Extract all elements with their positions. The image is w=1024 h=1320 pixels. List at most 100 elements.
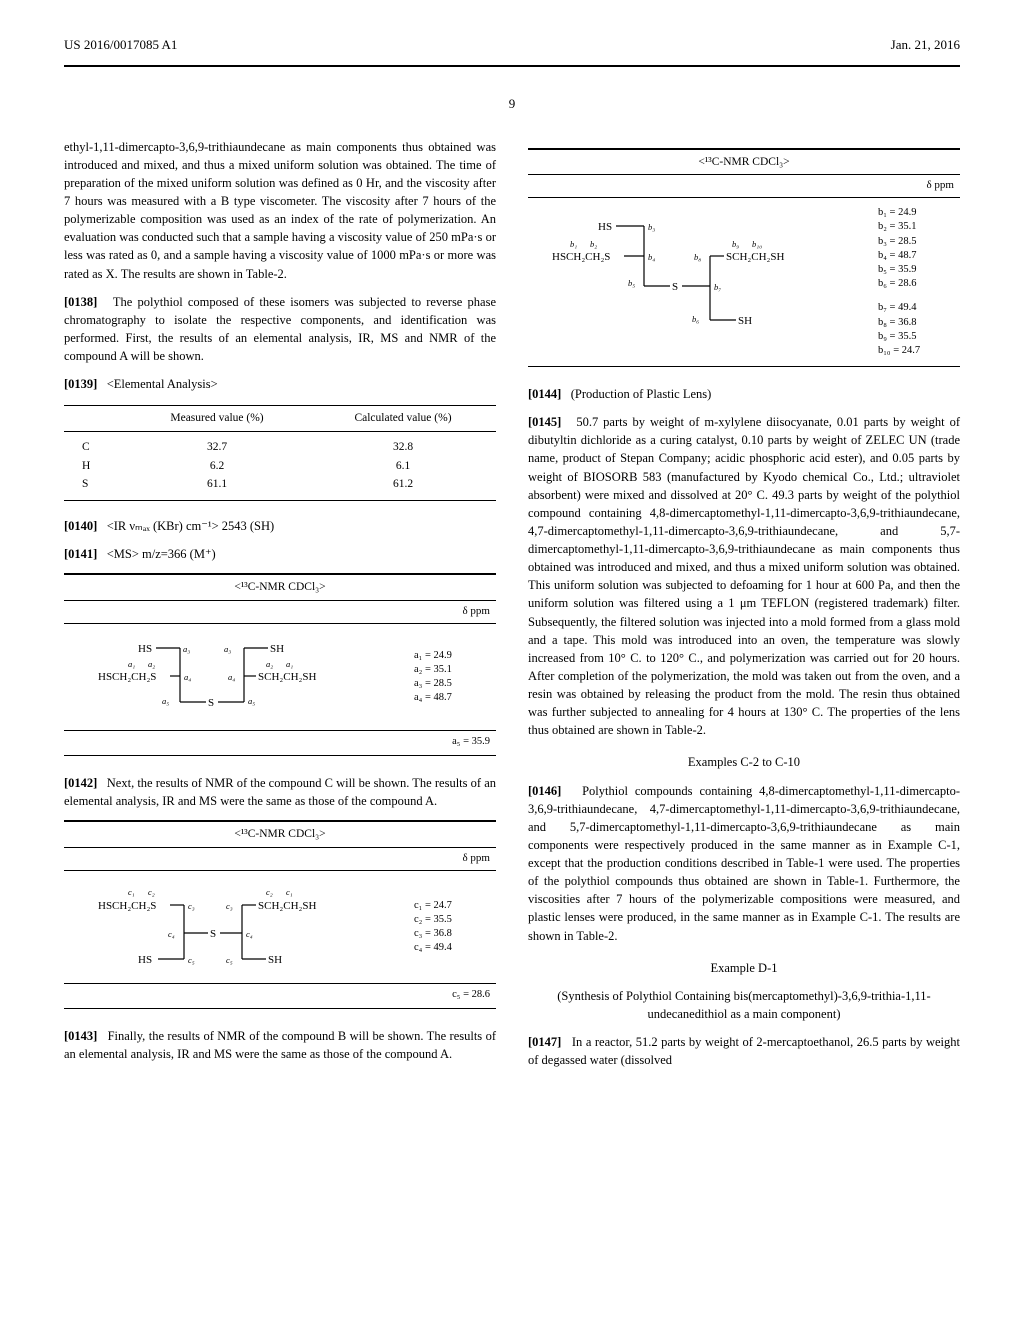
nmr-foot-a: a₅ = 35.9: [64, 731, 496, 755]
nmr-table-compound-c: <¹³C-NMR CDCl₃> δ ppm c₁c₂ HSCH₂CH₂S c₃ …: [64, 820, 496, 1009]
para-text: <MS> m/z=366 (M⁺): [107, 547, 216, 561]
structure-diagram-a: HS a₃ a₁a₂ HSCH₂CH₂S a₄ a₅ S a₅: [68, 632, 408, 722]
th-calculated: Calculated value (%): [310, 410, 496, 427]
para-0142: [0142] Next, the results of NMR of the c…: [64, 774, 496, 810]
para-num: [0142]: [64, 776, 97, 790]
svg-text:c₃: c₃: [188, 901, 195, 911]
para-num: [0147]: [528, 1035, 561, 1049]
nmr-table-compound-a: <¹³C-NMR CDCl₃> δ ppm HS a₃ a₁a₂ HSCH₂CH…: [64, 573, 496, 756]
para-num: [0145]: [528, 415, 561, 429]
spacer: [878, 291, 956, 301]
nmr-line: b₁ = 24.9: [878, 206, 956, 220]
right-column: <¹³C-NMR CDCl₃> δ ppm HS b₃ b₁b₂ HSCH₂CH…: [528, 138, 960, 1080]
cell-el: H: [64, 458, 124, 475]
nmr-table-compound-b: <¹³C-NMR CDCl₃> δ ppm HS b₃ b₁b₂ HSCH₂CH…: [528, 148, 960, 367]
para-num: [0146]: [528, 784, 561, 798]
nmr-line: b₄ = 48.7: [878, 249, 956, 263]
nmr-foot-c: c₅ = 28.6: [64, 984, 496, 1008]
nmr-line: b₇ = 49.4: [878, 301, 956, 315]
nmr-title: <¹³C-NMR CDCl₃>: [64, 821, 496, 848]
structure-diagram-b: HS b₃ b₁b₂ HSCH₂CH₂S b₄ b₅ S b₇: [532, 212, 872, 352]
para-num: [0139]: [64, 377, 97, 391]
publication-number: US 2016/0017085 A1: [64, 36, 177, 55]
nmr-title: <¹³C-NMR CDCl₃>: [64, 574, 496, 601]
table-row: S 61.1 61.2: [64, 475, 496, 494]
nmr-values-a: a₁ = 24.9 a₂ = 35.1 a₃ = 28.5 a₄ = 48.7: [414, 649, 492, 706]
example-d1-subtitle: (Synthesis of Polythiol Containing bis(m…: [528, 987, 960, 1023]
svg-text:a₄: a₄: [228, 672, 235, 682]
para-0139: [0139] <Elemental Analysis>: [64, 375, 496, 393]
elemental-analysis-table: Measured value (%) Calculated value (%) …: [64, 405, 496, 501]
cell-meas: 32.7: [124, 439, 310, 456]
cell-calc: 61.2: [310, 476, 496, 493]
para-num: [0141]: [64, 547, 97, 561]
cell-meas: 6.2: [124, 458, 310, 475]
svg-text:a₃: a₃: [224, 644, 231, 654]
svg-text:b₃: b₃: [648, 222, 655, 232]
examples-c2-c10-title: Examples C-2 to C-10: [528, 753, 960, 771]
delta-label: δ ppm: [528, 175, 960, 198]
nmr-line: b₆ = 28.6: [878, 277, 956, 291]
svg-text:SCH₂CH₂SH: SCH₂CH₂SH: [258, 671, 316, 683]
para-num: [0138]: [64, 295, 97, 309]
svg-text:c₅: c₅: [226, 955, 233, 965]
para-0141: [0141] <MS> m/z=366 (M⁺): [64, 545, 496, 563]
svg-text:b₆: b₆: [692, 314, 699, 324]
cell-el: S: [64, 476, 124, 493]
svg-text:S: S: [210, 928, 216, 940]
th-measured: Measured value (%): [124, 410, 310, 427]
para-text: In a reactor, 51.2 parts by weight of 2-…: [528, 1035, 960, 1067]
svg-text:a₅: a₅: [162, 696, 169, 706]
svg-text:a₁: a₁: [286, 659, 293, 669]
svg-text:b₄: b₄: [648, 252, 655, 262]
svg-text:SCH₂CH₂SH: SCH₂CH₂SH: [258, 900, 316, 912]
nmr-line: b₁₀ = 24.7: [878, 344, 956, 358]
svg-text:b₅: b₅: [628, 278, 635, 288]
para-0144: [0144] (Production of Plastic Lens): [528, 385, 960, 403]
nmr-line: b₃ = 28.5: [878, 235, 956, 249]
para-num: [0140]: [64, 519, 97, 533]
header-rule: [64, 65, 960, 67]
delta-label: δ ppm: [64, 601, 496, 624]
svg-text:SCH₂CH₂SH: SCH₂CH₂SH: [726, 251, 784, 263]
svg-text:SH: SH: [738, 315, 752, 327]
nmr-values-b: b₁ = 24.9 b₂ = 35.1 b₃ = 28.5 b₄ = 48.7 …: [878, 206, 956, 358]
svg-text:c₁: c₁: [128, 887, 135, 897]
para-text: Polythiol compounds containing 4,8-dimer…: [528, 784, 960, 943]
para-0138: [0138] The polythiol composed of these i…: [64, 293, 496, 366]
svg-text:SH: SH: [268, 954, 282, 966]
svg-text:S: S: [672, 281, 678, 293]
publication-date: Jan. 21, 2016: [891, 36, 960, 55]
example-d1-title: Example D-1: [528, 959, 960, 977]
svg-text:SH: SH: [270, 643, 284, 655]
th-element: [64, 410, 124, 427]
para-0146: [0146] Polythiol compounds containing 4,…: [528, 782, 960, 945]
table-row: H 6.2 6.1: [64, 457, 496, 476]
para-text: 50.7 parts by weight of m-xylylene diiso…: [528, 415, 960, 737]
svg-text:S: S: [208, 697, 214, 709]
svg-text:b₉: b₉: [732, 239, 739, 249]
svg-text:a₁: a₁: [128, 659, 135, 669]
nmr-values-c: c₁ = 24.7 c₂ = 35.5 c₃ = 36.8 c₄ = 49.4: [414, 899, 492, 956]
svg-text:a₅: a₅: [248, 696, 255, 706]
intro-paragraph: ethyl-1,11-dimercapto-3,6,9-trithiaundec…: [64, 138, 496, 283]
para-num: [0144]: [528, 387, 561, 401]
nmr-line: c₂ = 35.5: [414, 913, 492, 927]
svg-text:HSCH₂CH₂S: HSCH₂CH₂S: [552, 251, 610, 263]
para-text: Finally, the results of NMR of the compo…: [64, 1029, 496, 1061]
nmr-title: <¹³C-NMR CDCl₃>: [528, 149, 960, 176]
cell-el: C: [64, 439, 124, 456]
nmr-line: b₂ = 35.1: [878, 220, 956, 234]
para-text: Next, the results of NMR of the compound…: [64, 776, 496, 808]
svg-text:HS: HS: [138, 954, 152, 966]
nmr-line: b₅ = 35.9: [878, 263, 956, 277]
svg-text:HSCH₂CH₂S: HSCH₂CH₂S: [98, 900, 156, 912]
para-text: <IR νₘₐₓ (KBr) cm⁻¹> 2543 (SH): [107, 519, 274, 533]
nmr-line: c₃ = 36.8: [414, 927, 492, 941]
nmr-line: a₂ = 35.1: [414, 663, 492, 677]
para-0145: [0145] 50.7 parts by weight of m-xylylen…: [528, 413, 960, 739]
svg-text:a₂: a₂: [148, 659, 155, 669]
svg-text:b₇: b₇: [714, 282, 721, 292]
svg-text:b₂: b₂: [590, 239, 597, 249]
svg-text:HS: HS: [138, 643, 152, 655]
